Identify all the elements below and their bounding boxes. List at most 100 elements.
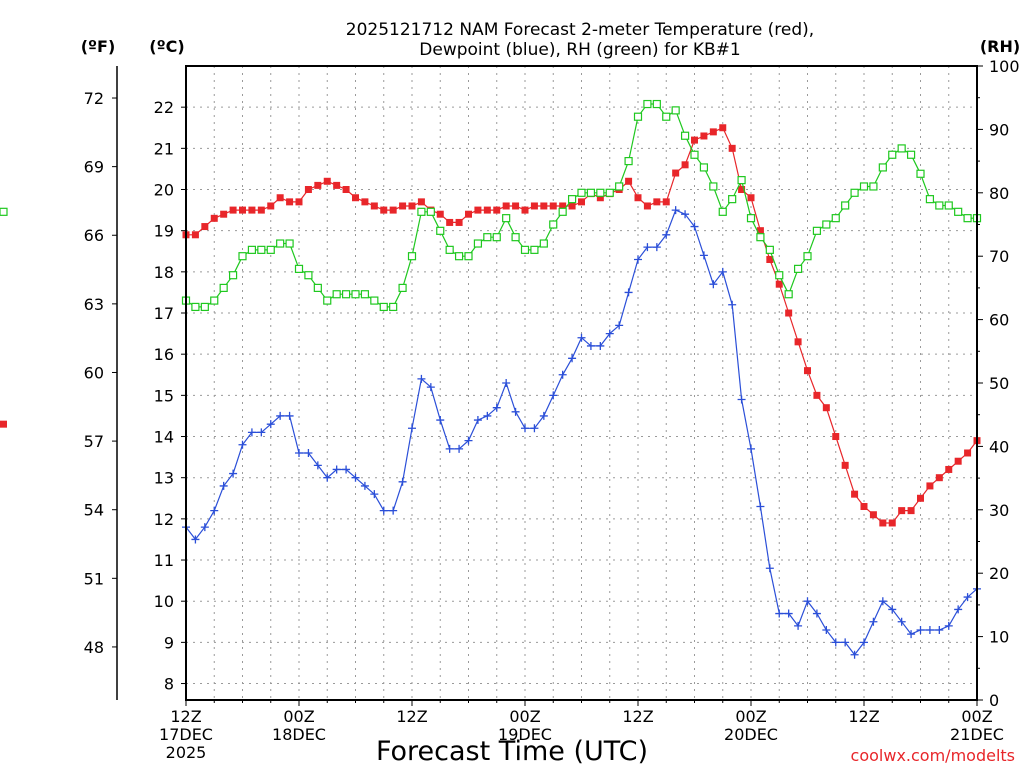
rh-point	[360, 290, 370, 299]
temperature-point	[370, 202, 378, 210]
grid-lines	[186, 66, 977, 700]
temperature-point	[738, 186, 746, 194]
rh-point	[219, 283, 228, 292]
temperature-point	[436, 210, 444, 218]
rh-point	[464, 252, 473, 261]
rh-point	[737, 176, 746, 185]
temperature-point	[719, 124, 727, 132]
dewpoint-point	[841, 638, 850, 647]
dewpoint-point	[756, 502, 765, 511]
dewpoint-point	[521, 424, 529, 433]
rh-series	[0, 99, 982, 312]
temperature-point	[568, 202, 576, 210]
rh-point	[718, 207, 727, 216]
rh-point	[492, 233, 501, 242]
rh-point	[671, 106, 680, 115]
rh-point	[313, 283, 322, 292]
x-axis-title: Forecast Time (UTC)	[376, 736, 648, 767]
dewpoint-point	[803, 597, 812, 606]
rh-point	[775, 271, 784, 280]
temperature-point	[662, 198, 670, 206]
rh-point	[784, 290, 793, 299]
rh-point	[709, 182, 718, 191]
temperature-point	[549, 202, 557, 210]
rh-point	[0, 207, 8, 216]
rh-point	[407, 252, 417, 261]
dewpoint-point	[351, 473, 360, 482]
rh-axis: 0 10 20 30 40 50 60 70 80 90 100	[977, 57, 1020, 710]
dewpoint-point	[860, 638, 868, 647]
dewpoint-point	[483, 411, 492, 420]
dewpoint-point	[276, 411, 285, 420]
temperature-point	[653, 198, 661, 206]
rh-point	[643, 99, 652, 109]
rh-point	[238, 252, 247, 261]
temperature-point	[465, 210, 472, 218]
dewpoint-point	[313, 461, 322, 470]
rh-tick-label: 0	[989, 691, 999, 710]
temperature-point	[935, 474, 943, 482]
temperature-series	[0, 124, 981, 527]
dewpoint-point	[511, 407, 520, 416]
dewpoint-point	[360, 481, 369, 490]
rh-point	[680, 131, 690, 140]
temperature-point	[399, 202, 407, 210]
rh-point	[520, 245, 530, 254]
rh-point	[351, 290, 360, 299]
temperature-point	[257, 206, 265, 214]
temperature-point	[691, 136, 698, 144]
rh-point	[417, 207, 426, 216]
rh-point	[445, 245, 454, 254]
dewpoint-point	[247, 428, 256, 437]
temperature-point	[342, 186, 350, 194]
rh-point	[332, 290, 341, 299]
dewpoint-point	[728, 300, 737, 309]
temperature-point	[794, 338, 802, 346]
time-tick-label: 18DEC	[272, 725, 326, 744]
time-tick-label: 12Z	[170, 707, 201, 726]
time-tick-label: 21DEC	[950, 725, 1004, 744]
rh-tick-label: 90	[989, 120, 1009, 139]
rh-point	[605, 188, 614, 197]
fahrenheit-tick-label: 72	[84, 89, 104, 108]
chart-title-line2: Dewpoint (blue), RH (green) for KB#1	[419, 40, 740, 60]
rh-point	[954, 207, 963, 216]
dewpoint-point	[671, 206, 680, 215]
temperature-point	[888, 519, 896, 527]
rh-tick-label: 60	[989, 311, 1009, 330]
rh-point	[765, 245, 774, 254]
rh-point	[586, 188, 596, 197]
rh-tick-label: 80	[989, 184, 1009, 203]
temperature-point	[822, 404, 830, 412]
rh-point	[549, 220, 558, 229]
dewpoint-point	[492, 403, 501, 412]
temperature-point	[323, 177, 331, 185]
rh-point	[746, 214, 756, 223]
dewpoint-point	[878, 597, 887, 606]
dewpoint-point	[417, 374, 426, 383]
temperature-point	[860, 503, 868, 511]
rh-point	[822, 220, 831, 229]
credit-text: coolwx.com/modelts	[851, 746, 1015, 765]
temperature-point	[446, 218, 454, 226]
temperature-point	[804, 367, 811, 375]
dewpoint-point	[699, 251, 708, 260]
rh-point	[379, 302, 388, 312]
dewpoint-point	[681, 210, 690, 219]
rh-point	[633, 112, 643, 121]
rh-point	[699, 163, 709, 172]
temperature-point	[210, 214, 218, 222]
dewpoint-point	[954, 605, 963, 614]
rh-unit-label: (RH)	[980, 37, 1020, 56]
rh-tick-label: 20	[989, 564, 1009, 583]
rh-point	[558, 207, 567, 216]
dewpoint-point	[907, 630, 916, 639]
temperature-point	[766, 255, 774, 263]
rh-point	[247, 245, 257, 254]
dewpoint-point	[822, 626, 831, 635]
dewpoint-point	[191, 535, 200, 544]
temperature-point	[907, 507, 915, 515]
chart-title-line1: 2025121712 NAM Forecast 2-meter Temperat…	[346, 20, 814, 40]
temperature-point	[625, 177, 633, 185]
